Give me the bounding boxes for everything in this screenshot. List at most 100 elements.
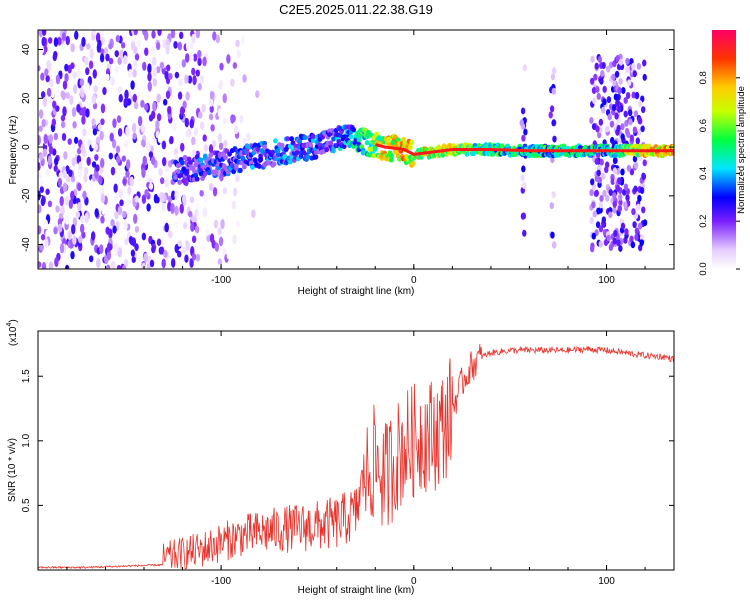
noise-blob <box>164 178 170 188</box>
noise-blob <box>67 230 72 241</box>
noise-blob <box>112 225 117 234</box>
ridge-mark <box>271 161 277 167</box>
noise-blob <box>158 167 163 176</box>
noise-blob <box>40 91 46 99</box>
noise-blob <box>79 78 85 87</box>
burst-blob <box>601 106 606 114</box>
noise-blob <box>251 209 256 219</box>
noise-blob <box>114 210 119 220</box>
noise-blob <box>235 39 240 48</box>
noise-blob <box>226 250 231 260</box>
noise-blob <box>96 42 102 53</box>
burst-blob <box>633 185 638 193</box>
noise-blob <box>80 143 85 154</box>
noise-blob <box>141 167 146 178</box>
noise-blob <box>175 61 181 71</box>
x-tick-label: 0 <box>411 576 417 587</box>
burst-blob <box>642 59 647 67</box>
noise-blob <box>60 121 66 129</box>
burst-blob <box>601 172 606 180</box>
burst-blob <box>620 168 625 176</box>
burst-blob <box>549 105 555 113</box>
noise-blob <box>142 61 147 71</box>
noise-blob <box>167 105 172 115</box>
burst-blob <box>589 116 594 124</box>
noise-blob <box>65 92 70 99</box>
burst-blob <box>627 109 633 117</box>
noise-blob <box>133 101 139 110</box>
noise-blob <box>84 213 89 224</box>
noise-blob <box>99 244 104 255</box>
noise-blob <box>171 190 176 201</box>
noise-blob <box>73 84 78 95</box>
noise-blob <box>223 139 228 147</box>
ridge-mark <box>231 168 237 175</box>
noise-blob <box>177 250 182 258</box>
noise-blob <box>152 56 157 67</box>
noise-blob <box>218 142 224 151</box>
burst-blob <box>617 87 622 95</box>
burst-blob <box>595 85 600 93</box>
ridge-mark <box>341 143 347 149</box>
ridge-mark <box>294 150 300 156</box>
noise-blob <box>156 93 161 103</box>
burst-blob <box>613 229 618 237</box>
noise-blob <box>140 99 145 108</box>
noise-blob <box>122 178 127 185</box>
spectrogram-panel: -100 0 100 -40 -20 0 20 40 Height of straight … <box>8 29 675 297</box>
noise-blob <box>49 78 54 88</box>
noise-blob <box>136 39 142 47</box>
noise-blob <box>168 72 173 80</box>
noise-blob <box>201 103 206 113</box>
noise-blob <box>149 138 155 146</box>
noise-blob <box>156 238 162 246</box>
noise-blob <box>215 34 221 44</box>
noise-blob <box>108 57 114 65</box>
burst-blob <box>598 240 604 248</box>
noise-blob <box>152 101 157 112</box>
snr-panel: -100 0 100 0.5 1.0 1.5 Height of straight li… <box>6 319 675 596</box>
noise-blob <box>83 174 88 183</box>
noise-blob <box>231 200 237 210</box>
noise-blob <box>230 78 235 87</box>
ridge-mark <box>287 159 293 165</box>
ridge-mark <box>256 163 262 169</box>
spectrogram-frame <box>37 29 675 270</box>
burst-blob <box>638 100 643 108</box>
burst-blob <box>640 125 645 133</box>
noise-blob <box>161 258 166 269</box>
noise-blob <box>55 74 61 85</box>
noise-blob <box>182 222 188 230</box>
noise-blob <box>170 257 176 268</box>
noise-blob <box>40 197 46 207</box>
burst-blob <box>641 206 646 214</box>
noise-blob <box>81 36 86 48</box>
noise-blob <box>102 86 107 96</box>
noise-blob <box>133 30 138 36</box>
noise-blob <box>44 238 49 248</box>
ridge-mark <box>270 149 276 155</box>
noise-blob <box>123 258 129 267</box>
noise-blob <box>144 103 149 111</box>
noise-blob <box>210 84 215 92</box>
burst-blob <box>612 157 618 165</box>
noise-blob <box>78 161 83 172</box>
noise-blob <box>226 54 231 64</box>
burst-blob <box>520 174 525 182</box>
noise-blob <box>152 66 158 78</box>
noise-blob <box>177 41 183 51</box>
burst-blob <box>552 135 557 143</box>
burst-blob <box>605 65 611 73</box>
noise-blob <box>54 157 59 166</box>
burst-blob <box>598 201 604 209</box>
ridge-mark <box>324 147 330 153</box>
ridge-mark <box>637 143 643 150</box>
noise-blob <box>88 255 94 263</box>
burst-blob <box>552 241 557 249</box>
ridge-mark <box>356 137 362 143</box>
noise-blob <box>64 63 69 72</box>
noise-blob <box>189 42 194 50</box>
noise-blob <box>86 156 91 166</box>
noise-blob <box>67 152 73 162</box>
